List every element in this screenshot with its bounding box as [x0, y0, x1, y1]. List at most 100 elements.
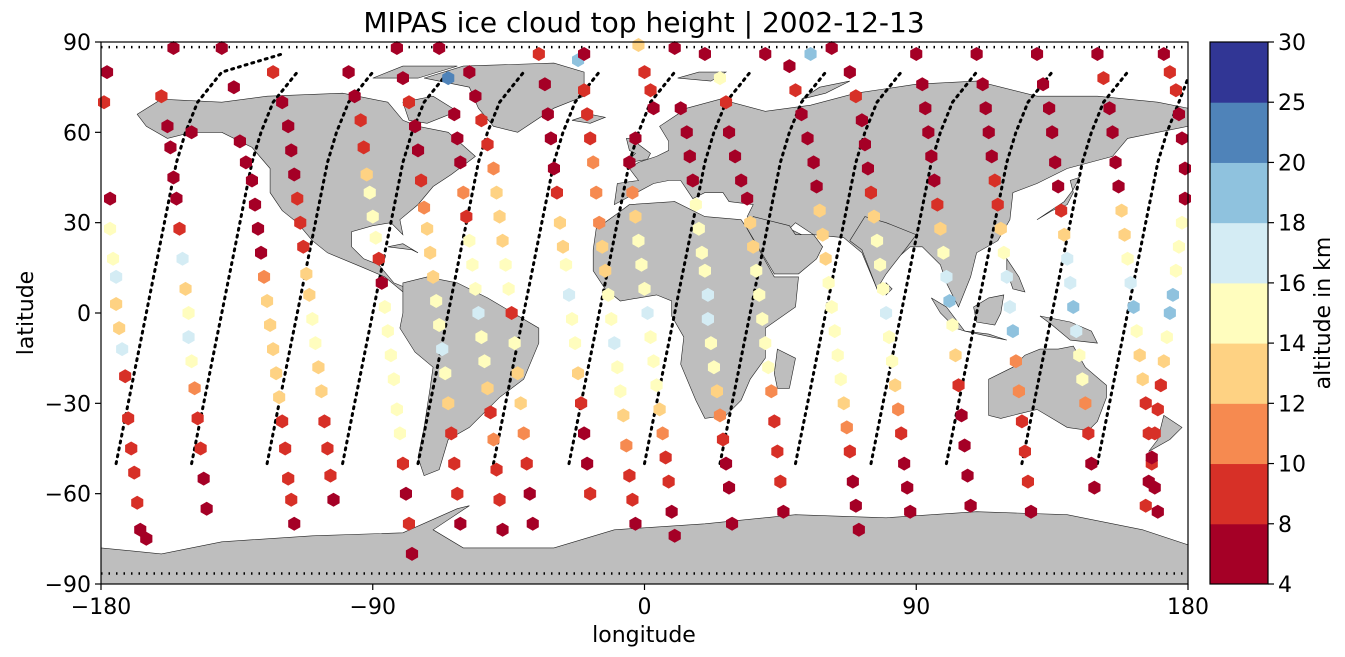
- colorbar-tick-label: 4: [1278, 573, 1292, 598]
- cloud-point: [828, 324, 841, 339]
- cloud-point: [774, 474, 787, 489]
- cloud-point: [125, 441, 138, 456]
- cloud-point: [656, 426, 669, 441]
- cloud-point: [710, 384, 723, 399]
- cloud-point: [396, 456, 409, 471]
- cloud-point: [526, 516, 539, 531]
- cloud-point: [855, 113, 868, 128]
- cloud-point: [572, 366, 585, 381]
- cloud-point: [729, 149, 742, 164]
- cloud-point: [843, 65, 856, 80]
- cloud-point: [297, 239, 310, 254]
- cloud-point: [813, 203, 826, 218]
- cloud-point: [867, 209, 880, 224]
- cloud-point: [629, 131, 642, 146]
- cloud-point: [1139, 498, 1152, 513]
- cloud-point: [777, 504, 790, 519]
- cloud-point: [701, 312, 714, 326]
- cloud-point: [686, 173, 699, 188]
- cloud-point: [720, 95, 733, 110]
- cloud-point: [994, 221, 1007, 236]
- cloud-point: [1106, 125, 1119, 140]
- land-novaya-zemlya: [801, 80, 850, 100]
- cloud-point: [134, 522, 147, 537]
- cloud-point: [1076, 372, 1089, 387]
- cloud-point: [919, 101, 932, 116]
- cloud-point: [889, 378, 902, 393]
- cloud-point: [387, 372, 400, 387]
- cloud-point: [523, 486, 536, 501]
- cloud-point: [282, 119, 295, 134]
- cloud-point: [493, 492, 506, 507]
- cloud-point: [182, 306, 195, 320]
- cloud-point: [499, 257, 512, 272]
- cloud-point: [448, 107, 461, 122]
- cloud-point: [771, 444, 784, 459]
- cloud-point: [937, 245, 950, 260]
- cloud-point: [469, 281, 482, 296]
- cloud-point: [463, 65, 476, 80]
- cloud-point: [753, 287, 766, 302]
- orbit-track-1: [114, 52, 284, 466]
- cloud-point: [487, 432, 500, 447]
- cloud-point: [837, 396, 850, 411]
- colorbar-tick-label: 20: [1278, 151, 1306, 176]
- x-tick-label: 90: [902, 595, 930, 620]
- cloud-point: [846, 474, 859, 489]
- cloud-point: [762, 360, 775, 375]
- cloud-point: [251, 221, 265, 236]
- cloud-point: [816, 227, 829, 242]
- cloud-point: [581, 456, 594, 471]
- colorbar: 4 8 10 12 14 16 18 20 25 30: [1209, 31, 1306, 598]
- cloud-point: [1157, 354, 1170, 369]
- cloud-point: [191, 411, 204, 426]
- cloud-point: [418, 200, 431, 215]
- colorbar-tick-label: 18: [1278, 212, 1306, 237]
- cloud-point: [131, 495, 144, 510]
- cloud-point: [110, 297, 123, 311]
- cloud-point: [964, 498, 977, 513]
- cloud-point: [623, 468, 636, 483]
- cloud-point: [713, 71, 726, 86]
- cloud-point: [167, 41, 180, 55]
- x-tick-label: −180: [71, 595, 131, 620]
- cloud-point: [285, 143, 298, 158]
- cloud-point: [541, 107, 554, 122]
- cloud-point: [481, 137, 494, 152]
- cloud-point: [898, 456, 911, 471]
- cloud-point: [553, 215, 566, 230]
- cloud-point: [128, 465, 141, 480]
- cloud-point: [303, 287, 316, 302]
- cloud-point: [1130, 324, 1143, 339]
- cloud-point: [478, 354, 491, 369]
- cloud-point: [695, 245, 708, 260]
- cloud-point: [988, 173, 1001, 188]
- cloud-point: [647, 354, 660, 369]
- cloud-point: [720, 456, 733, 471]
- cloud-point: [1091, 47, 1104, 61]
- cloud-point: [1151, 402, 1164, 417]
- cloud-point: [596, 239, 609, 254]
- cloud-point: [602, 287, 615, 302]
- cloud-point: [239, 155, 252, 170]
- cloud-point: [970, 47, 983, 61]
- cloud-point: [396, 71, 409, 86]
- cloud-point: [599, 263, 612, 278]
- cloud-point: [922, 125, 935, 140]
- cloud-point: [1109, 155, 1122, 170]
- land-madagascar: [773, 348, 796, 389]
- cloud-point: [185, 354, 198, 369]
- x-axis: −180 −90 0 90 180: [71, 584, 1209, 620]
- cloud-point: [179, 281, 192, 296]
- cloud-point: [291, 191, 304, 206]
- cloud-point: [200, 501, 213, 516]
- cloud-point: [1157, 47, 1170, 61]
- cloud-point: [445, 426, 458, 441]
- cloud-point: [451, 131, 464, 146]
- cloud-point: [424, 245, 437, 260]
- cloud-point: [285, 492, 298, 507]
- cloud-point: [629, 516, 642, 531]
- y-axis-label: latitude: [14, 271, 39, 355]
- colorbar-segment: [1210, 523, 1268, 585]
- cloud-point: [164, 140, 177, 155]
